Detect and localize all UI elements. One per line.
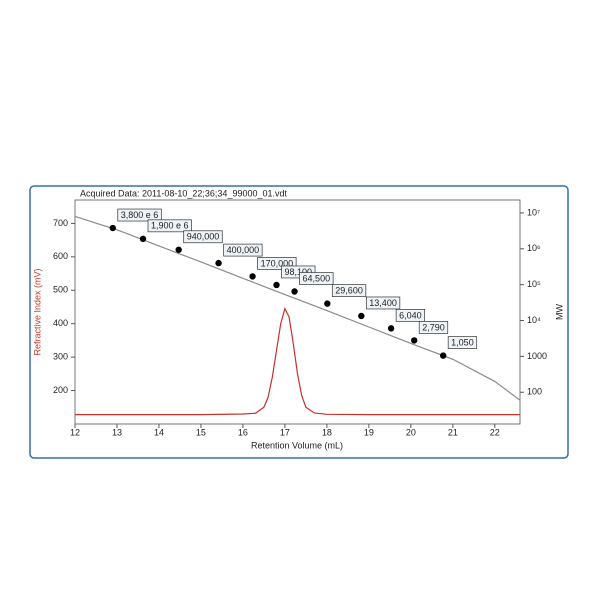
- value-label-text: 98,100: [285, 267, 313, 277]
- label-box: [299, 272, 334, 285]
- line: [74, 215, 521, 401]
- y-tick-label: 200: [53, 385, 68, 395]
- chart-title: Acquired Data: 2011-08-10_22;36;34_99000…: [80, 188, 287, 198]
- y2-tick-label: 10⁶: [527, 243, 541, 253]
- value-label-text: 1,900 e 6: [151, 221, 189, 231]
- value-label-text: 400,000: [227, 245, 260, 255]
- value-label-text: 1,050: [451, 337, 474, 347]
- value-label-text: 940,000: [187, 232, 220, 242]
- y-tick-label: 700: [53, 218, 68, 228]
- y-tick-label: 500: [53, 285, 68, 295]
- label-box: [117, 208, 162, 222]
- y2-tick-label: 10⁴: [527, 315, 541, 325]
- value-label: 1,900 e 6: [147, 219, 192, 233]
- y2-tick-label: 10⁵: [527, 279, 541, 289]
- value-label: 1,050: [447, 336, 478, 349]
- y-tick-label: 400: [53, 318, 68, 328]
- marker: [358, 312, 365, 320]
- marker: [291, 288, 298, 295]
- x-axis-title: Retention Volume (mL): [251, 440, 343, 450]
- x-tick-label: 15: [196, 427, 206, 437]
- value-label-text: 6,040: [399, 310, 422, 320]
- label-box: [223, 243, 263, 257]
- value-label: 6,040: [395, 309, 425, 322]
- y-tick-label: 300: [53, 352, 68, 362]
- value-label-text: 3,800 e 6: [121, 210, 159, 220]
- value-label: 3,800 e 6: [117, 208, 162, 222]
- plot-area: [74, 199, 521, 425]
- marker: [175, 246, 182, 253]
- y2-tick-label: 10⁷: [527, 207, 540, 217]
- x-tick-label: 12: [70, 427, 80, 437]
- marker: [439, 352, 447, 359]
- marker: [324, 300, 331, 307]
- value-label-text: 2,790: [422, 322, 445, 332]
- x-tick-label: 16: [238, 427, 248, 437]
- chart-frame: [29, 185, 569, 459]
- x-tick-label: 22: [490, 427, 500, 437]
- value-label: 29,600: [331, 284, 367, 297]
- label-box: [395, 309, 425, 322]
- x-tick-label: 17: [280, 427, 290, 437]
- label-box: [147, 219, 192, 233]
- value-label-text: 13,400: [369, 298, 397, 308]
- y2-axis-title: MW: [554, 304, 564, 320]
- x-tick-label: 21: [448, 427, 458, 437]
- x-tick-label: 14: [154, 427, 164, 437]
- value-label: 400,000: [223, 243, 263, 257]
- x-tick-label: 18: [322, 427, 332, 437]
- value-label: 940,000: [183, 230, 223, 244]
- label-box: [365, 296, 401, 310]
- value-label-text: 64,500: [303, 273, 331, 283]
- marker: [387, 325, 395, 332]
- x-tick-label: 19: [364, 427, 374, 437]
- value-label: 2,790: [418, 321, 449, 334]
- label-box: [418, 321, 449, 334]
- marker: [249, 273, 256, 280]
- y-axis-title: Refractive Index (mV): [32, 268, 42, 355]
- line: [75, 307, 520, 416]
- label-box: [331, 284, 367, 297]
- label-box: [447, 336, 478, 349]
- label-box: [183, 230, 223, 244]
- value-label-text: 29,600: [335, 286, 363, 296]
- x-tick-label: 20: [406, 427, 416, 437]
- x-tick-label: 13: [112, 427, 122, 437]
- value-label-text: 170,000: [261, 258, 294, 268]
- marker: [109, 224, 116, 232]
- marker: [273, 281, 280, 289]
- value-label: 13,400: [365, 296, 401, 310]
- marker: [411, 337, 418, 344]
- y2-tick-label: 100: [527, 387, 542, 397]
- y-tick-label: 600: [53, 251, 68, 261]
- value-label: 64,500: [299, 272, 334, 285]
- marker: [139, 235, 147, 243]
- marker: [215, 259, 222, 267]
- y2-tick-label: 1000: [527, 351, 547, 361]
